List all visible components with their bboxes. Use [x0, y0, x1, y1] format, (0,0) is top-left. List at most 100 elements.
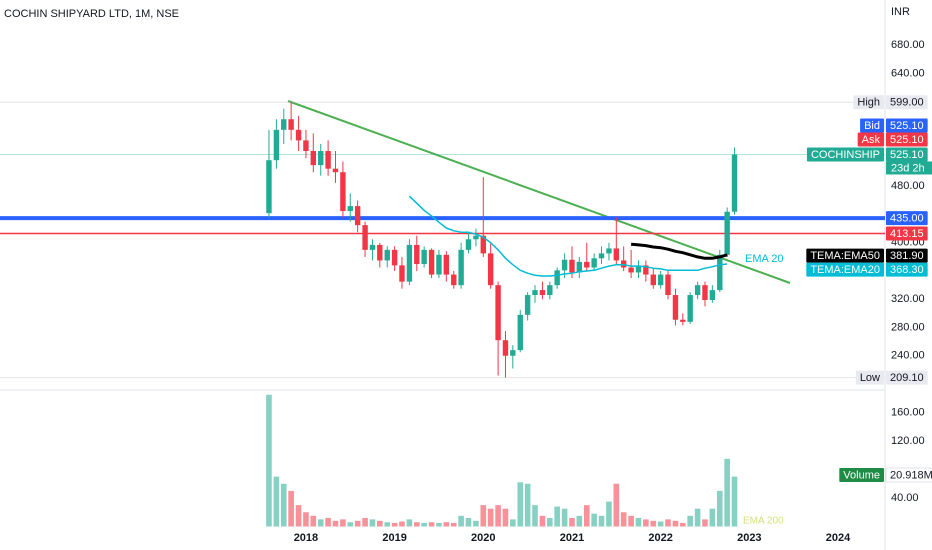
candle-body	[731, 154, 738, 212]
volume-bar	[643, 519, 649, 527]
price-label-name: Bid	[864, 120, 880, 132]
candle-body	[332, 168, 339, 173]
indicator-name: TEMA:EMA20	[810, 264, 880, 276]
candle-body	[635, 265, 642, 273]
indicator-name: TEMA:EMA50	[810, 250, 880, 262]
candle-body	[606, 248, 612, 254]
volume-bar	[680, 522, 686, 527]
candle-body	[451, 274, 457, 286]
volume-bar	[510, 519, 516, 527]
volume-bar	[583, 505, 590, 527]
volume-bar	[561, 508, 568, 527]
level-label: 435.00	[890, 212, 924, 224]
candle-body	[266, 160, 272, 214]
volume-bar	[347, 522, 354, 527]
candle-body	[702, 285, 708, 300]
volume-name-bg	[839, 468, 884, 482]
volume-tick-label: 160.00	[891, 406, 925, 418]
volume-tick-label: 40.00	[891, 492, 919, 504]
volume-bar	[635, 517, 642, 527]
candle-body	[458, 249, 464, 286]
volume-bar	[450, 522, 457, 527]
volume-bar	[436, 522, 442, 527]
candle-body	[665, 274, 671, 296]
price-label-value-bg	[886, 118, 928, 133]
candle-body	[369, 244, 376, 250]
candle-body	[650, 274, 656, 286]
volume-bar	[731, 476, 738, 527]
volume-bar	[280, 483, 287, 527]
candle-body	[524, 295, 531, 315]
y-tick-label: 480.00	[891, 180, 925, 192]
price-label-value: 209.10	[890, 372, 924, 384]
candle-body	[487, 253, 494, 286]
price-label-name: High	[857, 97, 880, 109]
indicator-line	[408, 195, 728, 277]
candle-body	[591, 258, 597, 268]
x-tick-label: 2022	[648, 532, 672, 544]
indicator-line	[630, 242, 728, 260]
price-label-value-bg	[886, 95, 928, 110]
trend-line	[287, 100, 791, 284]
volume-bar	[413, 522, 420, 527]
price-label-value-bg	[886, 147, 928, 162]
volume-bar	[428, 522, 435, 527]
volume-bar	[406, 519, 413, 527]
candle-body	[657, 274, 664, 286]
y-tick-label: 640.00	[891, 67, 925, 79]
indicator-value: 368.30	[890, 264, 924, 276]
x-tick-label: 2024	[826, 532, 851, 544]
candle-body	[687, 295, 693, 322]
volume-bar	[606, 501, 612, 527]
indicator-name-bg	[806, 248, 884, 263]
candle-body	[480, 235, 486, 254]
volume-bar	[576, 515, 583, 527]
candle-body	[340, 172, 346, 212]
volume-bar	[539, 515, 546, 527]
candle-body	[465, 239, 472, 250]
candle-body	[325, 151, 331, 169]
volume-bar	[554, 506, 560, 527]
candle-body	[680, 319, 686, 322]
volume-bar	[325, 517, 331, 527]
candle-body	[399, 265, 405, 282]
candle-body	[377, 244, 383, 261]
countdown-bg	[886, 161, 932, 175]
volume-bar	[362, 517, 368, 527]
candle-body	[347, 206, 353, 212]
price-label-name-bg	[806, 147, 884, 162]
candle-body	[354, 206, 361, 226]
candle-body	[362, 225, 368, 250]
price-label-value: 525.10	[890, 134, 924, 146]
price-label-value: 525.10	[890, 149, 924, 161]
candle-body	[391, 249, 398, 266]
candle-body	[554, 270, 560, 286]
volume-bar	[465, 517, 472, 527]
indicator-value: 381.90	[890, 250, 924, 262]
volume-bar	[266, 394, 272, 527]
y-tick-label: 320.00	[891, 293, 925, 305]
x-tick-label: 2019	[382, 532, 406, 544]
candle-body	[576, 261, 583, 273]
x-tick-label: 2023	[737, 532, 761, 544]
y-tick-label: 680.00	[891, 39, 925, 51]
price-label-name: COCHINSHIP	[811, 149, 880, 161]
volume-bar	[620, 512, 627, 527]
candle-body	[318, 151, 324, 166]
countdown: 23d 2h	[891, 162, 925, 174]
volume-bar	[687, 515, 693, 527]
candle-body	[421, 249, 427, 264]
chart-title: COCHIN SHIPYARD LTD, 1M, NSE	[4, 8, 179, 20]
candle-body	[672, 295, 679, 320]
indicator-value-bg	[886, 248, 928, 263]
price-label-name-bg	[860, 118, 884, 133]
volume-bar	[391, 522, 398, 527]
candle-body	[709, 290, 716, 300]
volume-bar	[310, 515, 317, 527]
volume-bar	[532, 505, 538, 527]
volume-bar	[354, 520, 361, 527]
candle-body	[281, 119, 287, 130]
y-tick-label: 280.00	[891, 321, 925, 333]
price-label-value-bg	[886, 370, 928, 385]
x-tick-label: 2020	[471, 532, 495, 544]
